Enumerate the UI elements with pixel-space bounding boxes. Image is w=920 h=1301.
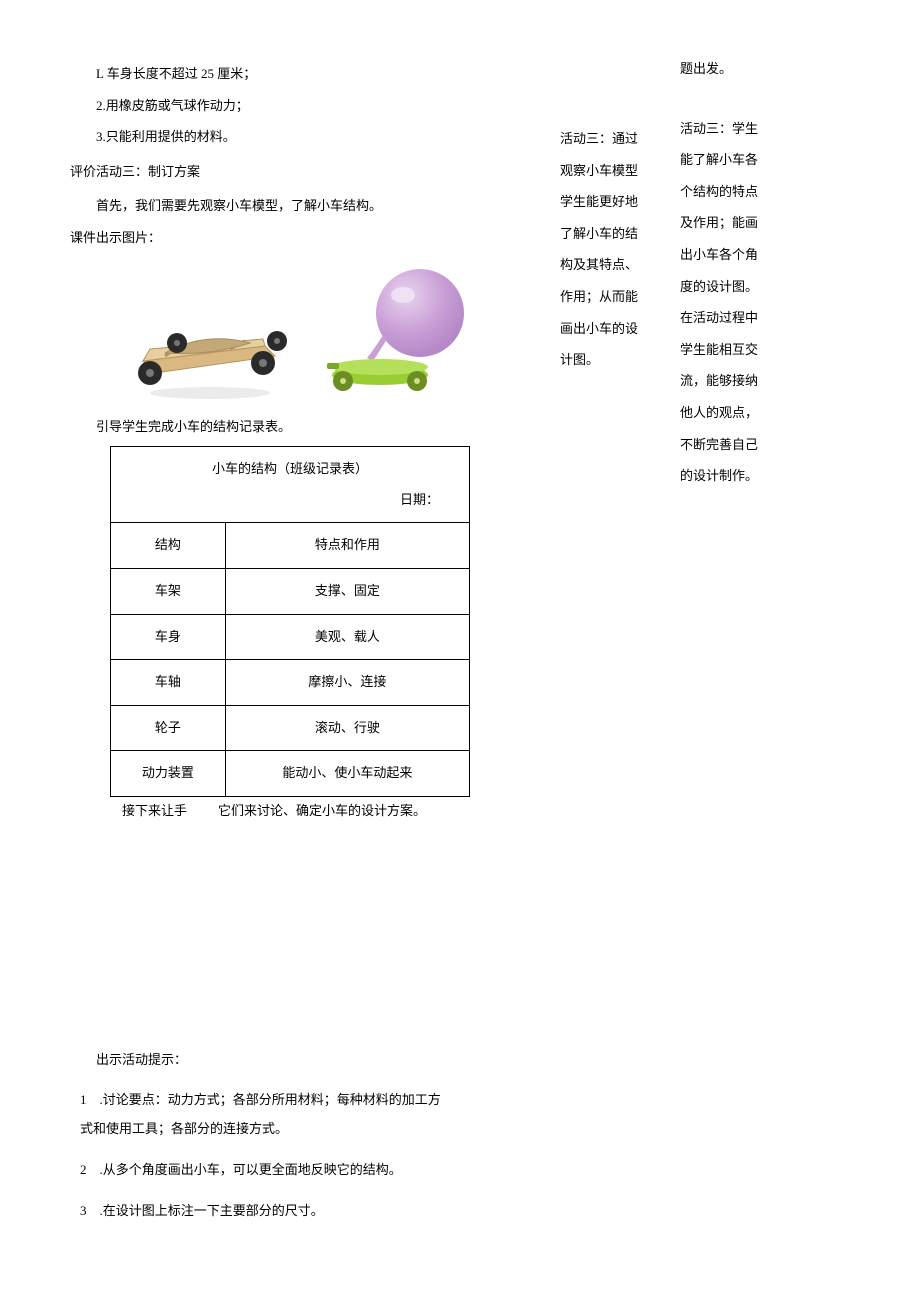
tip-item-2: 2 .从多个角度画出小车，可以更全面地反映它的结构。 <box>80 1154 850 1185</box>
model-images-row <box>70 263 550 403</box>
tip-item-3: 3 .在设计图上标注一下主要部分的尺寸。 <box>80 1195 850 1226</box>
mid-line: 作用；从而能 <box>560 283 670 312</box>
table-date-label: 日期： <box>111 486 470 523</box>
right-line: 不断完善自己 <box>680 431 810 460</box>
table-row: 轮子滚动、行驶 <box>111 705 470 751</box>
structure-table-wrap: 小车的结构（班级记录表） 日期： 结构 特点和作用 车架支撑、固定 车身美观、载… <box>110 446 550 797</box>
after-table-line: 接下来让手 它们来讨论、确定小车的设计方案。 <box>110 797 550 826</box>
right-column: 题出发。 活动三：学生 能了解小车各 个结构的特点 及作用；能画 出小车各个角 … <box>680 55 810 494</box>
requirement-1: L 车身长度不超过 25 厘米； <box>70 60 550 89</box>
guide-text: 引导学生完成小车的结构记录表。 <box>70 413 550 442</box>
table-header-1: 结构 <box>111 523 226 569</box>
lower-block: 出示活动提示： 1 .讨论要点：动力方式；各部分所用材料；每种材料的加工方 式和… <box>70 826 850 1227</box>
middle-column: 活动三：通过 观察小车模型 学生能更好地 了解小车的结 构及其特点、 作用；从而… <box>560 125 670 378</box>
table-row: 动力装置能动小、使小车动起来 <box>111 751 470 797</box>
mid-line: 学生能更好地 <box>560 188 670 217</box>
mid-line: 了解小车的结 <box>560 220 670 249</box>
eval-activity-title: 评价活动三：制订方案 <box>70 158 550 187</box>
rubber-band-car-icon <box>125 293 295 403</box>
after-table-c2: 它们来讨论、确定小车的设计方案。 <box>200 797 426 826</box>
right-line: 学生能相互交 <box>680 336 810 365</box>
right-line: 他人的观点， <box>680 399 810 428</box>
right-line: 活动三：学生 <box>680 115 810 144</box>
balloon-car-icon <box>325 263 495 403</box>
mid-line: 观察小车模型 <box>560 157 670 186</box>
right-line: 在活动过程中 <box>680 304 810 333</box>
right-line: 及作用；能画 <box>680 209 810 238</box>
mid-line: 构及其特点、 <box>560 251 670 280</box>
table-row: 车身美观、载人 <box>111 614 470 660</box>
right-line: 流，能够接纳 <box>680 367 810 396</box>
right-line: 个结构的特点 <box>680 178 810 207</box>
main-column: L 车身长度不超过 25 厘米； 2.用橡皮筋或气球作动力； 3.只能利用提供的… <box>70 60 550 826</box>
table-header-2: 特点和作用 <box>225 523 469 569</box>
mid-line: 活动三：通过 <box>560 125 670 154</box>
mid-line: 画出小车的设 <box>560 315 670 344</box>
table-row: 车轴摩擦小、连接 <box>111 660 470 706</box>
right-line: 出小车各个角 <box>680 241 810 270</box>
table-row: 车架支撑、固定 <box>111 568 470 614</box>
right-line: 度的设计图。 <box>680 273 810 302</box>
right-top-line: 题出发。 <box>680 55 810 84</box>
tip-label: 出示活动提示： <box>70 1046 850 1075</box>
tip-item-1a: 1 .讨论要点：动力方式；各部分所用材料；每种材料的加工方 <box>80 1084 850 1115</box>
mid-line: 计图。 <box>560 346 670 375</box>
requirement-2: 2.用橡皮筋或气球作动力； <box>70 92 550 121</box>
eval-activity-body: 首先，我们需要先观察小车模型，了解小车结构。 <box>70 192 550 221</box>
right-line: 的设计制作。 <box>680 462 810 491</box>
structure-table: 小车的结构（班级记录表） 日期： 结构 特点和作用 车架支撑、固定 车身美观、载… <box>110 446 470 797</box>
requirement-3: 3.只能利用提供的材料。 <box>70 123 550 152</box>
right-line: 能了解小车各 <box>680 146 810 175</box>
show-image-label: 课件出示图片： <box>70 224 550 253</box>
after-table-c1: 接下来让手 <box>110 797 200 826</box>
table-title: 小车的结构（班级记录表） <box>111 447 470 486</box>
tip-item-1b: 式和使用工具；各部分的连接方式。 <box>80 1115 850 1144</box>
